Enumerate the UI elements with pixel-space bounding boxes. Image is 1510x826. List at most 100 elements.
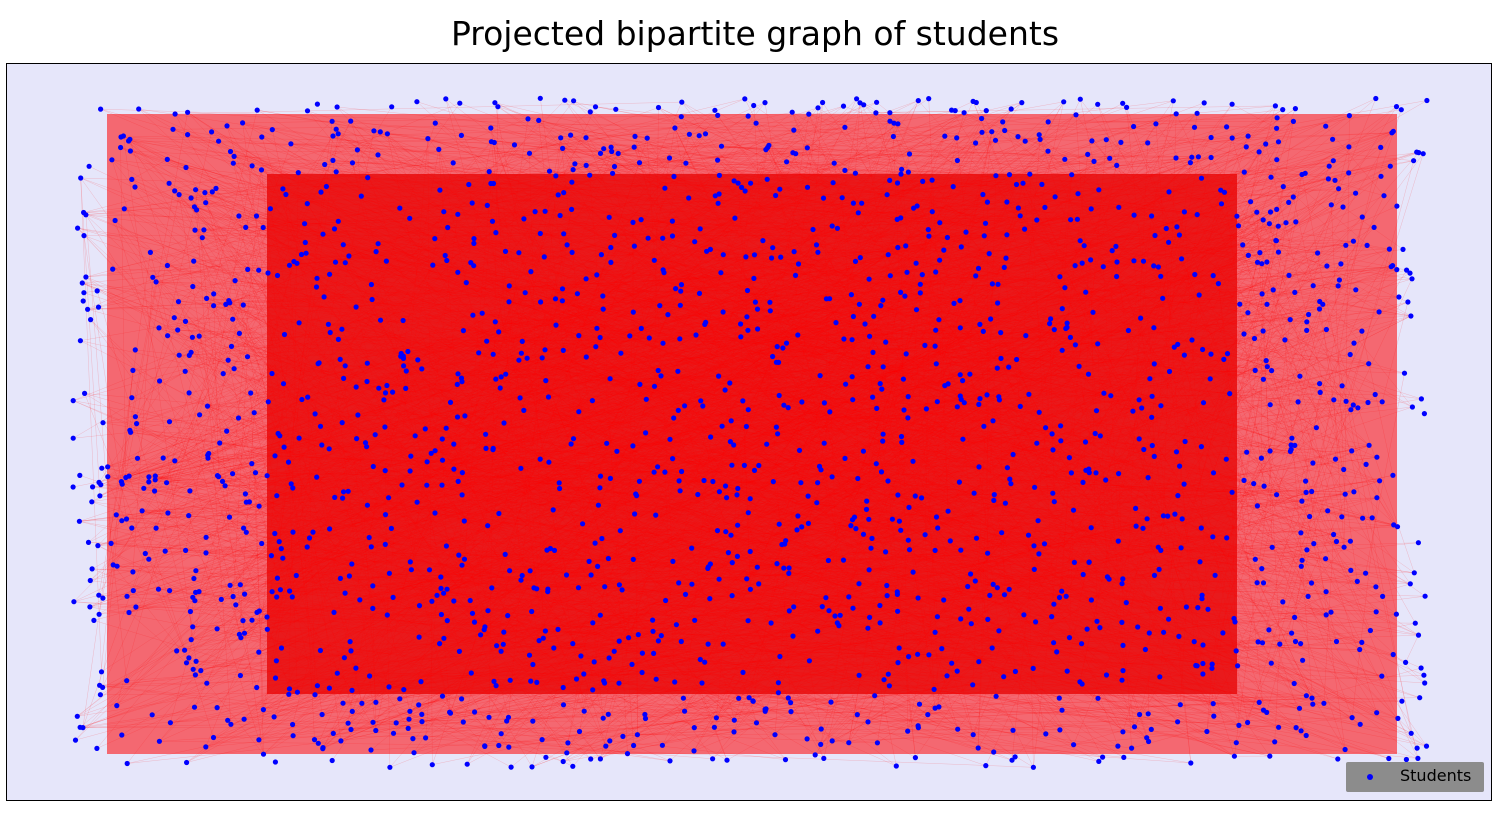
student-node (671, 173, 677, 180)
student-node (105, 464, 111, 470)
student-node (653, 676, 659, 682)
student-node (526, 150, 533, 156)
student-node (1220, 630, 1226, 636)
student-node (879, 386, 885, 392)
student-node (167, 720, 173, 726)
student-node (429, 598, 435, 604)
student-node (1068, 217, 1074, 223)
student-node (877, 602, 883, 609)
student-node (275, 430, 281, 437)
student-node (1254, 209, 1260, 215)
student-node (693, 332, 699, 338)
student-node (852, 258, 859, 264)
student-node (70, 435, 76, 441)
student-node (905, 169, 912, 175)
student-node (1359, 639, 1365, 646)
student-node (1394, 203, 1400, 209)
student-node (922, 342, 928, 348)
student-node (608, 144, 614, 150)
student-node (1422, 680, 1428, 686)
student-node (443, 96, 449, 102)
student-node (1153, 121, 1159, 127)
student-node (662, 185, 668, 191)
student-node (348, 648, 354, 654)
student-node (1191, 124, 1198, 130)
student-node (412, 433, 418, 439)
student-node (785, 695, 791, 701)
student-node (286, 691, 292, 697)
student-node (753, 120, 759, 126)
student-node (153, 525, 159, 531)
student-node (1200, 346, 1206, 353)
student-node (476, 350, 482, 356)
student-node (744, 314, 750, 320)
student-node (867, 614, 873, 621)
student-node (972, 578, 978, 584)
student-node (722, 387, 728, 393)
student-node (857, 255, 863, 261)
student-node (429, 762, 435, 768)
student-node (1010, 451, 1016, 458)
student-node (1394, 267, 1400, 273)
student-node (120, 133, 126, 139)
student-node (731, 178, 737, 184)
student-node (377, 129, 383, 135)
student-node (825, 557, 832, 564)
student-node (416, 603, 423, 609)
student-node (1323, 612, 1329, 618)
student-node (1025, 532, 1032, 538)
student-node (129, 525, 135, 531)
student-node (934, 614, 941, 620)
student-node (1142, 646, 1148, 653)
student-node (789, 109, 795, 115)
student-node (851, 514, 858, 520)
student-node (174, 648, 180, 654)
student-node (1079, 641, 1085, 647)
student-node (1309, 488, 1315, 495)
student-node (1366, 442, 1372, 448)
student-node (1298, 641, 1304, 647)
student-node (944, 673, 950, 679)
student-node (995, 300, 1001, 306)
student-node (1012, 668, 1019, 675)
student-node (441, 209, 447, 215)
student-node (501, 420, 507, 426)
student-node (1421, 672, 1427, 678)
student-node (895, 492, 901, 498)
student-node (826, 608, 832, 614)
student-node (1330, 136, 1336, 142)
student-node (256, 503, 262, 509)
student-node (274, 575, 280, 581)
student-node (94, 288, 100, 294)
student-node (1030, 665, 1036, 672)
student-node (1200, 400, 1207, 406)
student-node (775, 690, 782, 696)
student-node (1377, 478, 1383, 484)
student-node (689, 581, 695, 587)
student-node (886, 683, 893, 689)
student-node (85, 539, 92, 545)
student-node (1066, 455, 1072, 461)
student-node (939, 646, 945, 652)
student-node (1120, 100, 1126, 106)
student-node (213, 185, 219, 191)
student-node (689, 545, 695, 551)
student-node (1119, 581, 1125, 587)
student-node (983, 763, 989, 769)
student-node (1275, 249, 1282, 255)
student-node (1330, 158, 1336, 164)
student-node (1264, 709, 1270, 716)
student-node (1015, 205, 1022, 211)
student-node (954, 404, 960, 410)
student-node (1086, 466, 1092, 472)
student-node (836, 623, 842, 629)
student-node (291, 258, 297, 265)
student-node (883, 339, 889, 345)
student-node (1404, 267, 1410, 273)
student-node (1080, 479, 1086, 485)
student-node (1328, 202, 1334, 208)
student-node (576, 333, 582, 339)
student-node (1145, 475, 1151, 481)
student-node (164, 156, 170, 162)
student-node (745, 510, 751, 516)
